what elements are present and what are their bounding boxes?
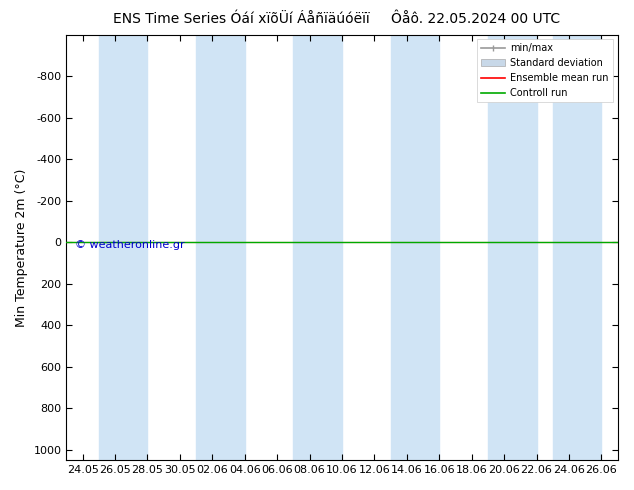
Y-axis label: Min Temperature 2m (°C): Min Temperature 2m (°C): [15, 168, 28, 326]
Legend: min/max, Standard deviation, Ensemble mean run, Controll run: min/max, Standard deviation, Ensemble me…: [477, 40, 612, 102]
Bar: [196, 35, 245, 460]
Text: © weatheronline.gr: © weatheronline.gr: [75, 240, 184, 250]
Text: ENS Time Series Óáí xïõÜí Áåñïäúóëïï: ENS Time Series Óáí xïõÜí Áåñïäúóëïï: [113, 12, 369, 26]
Bar: [391, 35, 439, 460]
Bar: [294, 35, 342, 460]
Text: Ôåô. 22.05.2024 00 UTC: Ôåô. 22.05.2024 00 UTC: [391, 12, 560, 26]
Bar: [99, 35, 148, 460]
Bar: [488, 35, 536, 460]
Bar: [553, 35, 602, 460]
